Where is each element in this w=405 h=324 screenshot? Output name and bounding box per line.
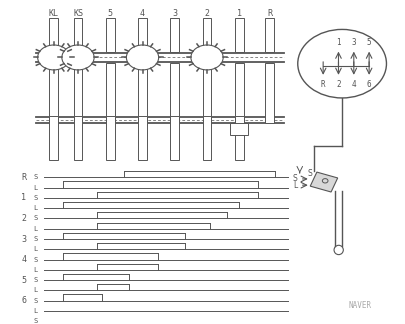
Bar — [202, 63, 211, 123]
Bar — [170, 116, 179, 160]
Bar — [49, 63, 58, 123]
Text: L: L — [34, 267, 38, 273]
Text: 1: 1 — [21, 193, 26, 202]
Bar — [264, 17, 273, 52]
Text: S: S — [34, 277, 38, 283]
Bar — [106, 63, 114, 123]
Text: L: L — [34, 226, 38, 232]
Bar — [49, 116, 58, 160]
Bar — [138, 17, 147, 52]
Text: R: R — [21, 173, 26, 182]
Text: S: S — [292, 174, 296, 183]
Text: KL: KL — [49, 9, 59, 18]
Text: 3: 3 — [351, 38, 355, 47]
Bar — [170, 63, 179, 123]
Circle shape — [126, 45, 158, 70]
Bar — [73, 116, 82, 160]
Text: 5: 5 — [366, 38, 371, 47]
Text: R: R — [320, 80, 325, 89]
Text: L: L — [34, 308, 38, 314]
Text: L: L — [34, 185, 38, 191]
Text: 4: 4 — [21, 255, 26, 264]
Bar — [202, 116, 211, 160]
Text: 5: 5 — [21, 276, 26, 285]
Bar — [49, 17, 58, 52]
Circle shape — [190, 45, 223, 70]
Text: S: S — [34, 318, 38, 324]
Text: L: L — [34, 246, 38, 252]
Bar — [170, 17, 179, 52]
Bar — [230, 123, 247, 135]
Text: 4: 4 — [351, 80, 355, 89]
Text: L: L — [34, 205, 38, 211]
Text: KS: KS — [73, 9, 83, 18]
Text: 3: 3 — [172, 9, 177, 18]
Text: 3: 3 — [21, 235, 26, 244]
Text: S: S — [34, 257, 38, 263]
Text: 6: 6 — [366, 80, 371, 89]
Text: L: L — [292, 181, 296, 190]
Text: 4: 4 — [140, 9, 145, 18]
Text: S: S — [306, 168, 311, 178]
Polygon shape — [309, 172, 337, 192]
Text: S: S — [34, 195, 38, 201]
Bar — [73, 63, 82, 123]
Text: S: S — [34, 215, 38, 222]
Text: 2: 2 — [335, 80, 340, 89]
Text: S: S — [34, 174, 38, 180]
Bar — [73, 17, 82, 52]
Bar — [138, 63, 147, 123]
Bar — [106, 116, 114, 160]
Bar — [234, 63, 243, 123]
Bar — [202, 17, 211, 52]
Circle shape — [62, 45, 94, 70]
Bar — [106, 17, 114, 52]
Text: L: L — [34, 287, 38, 294]
Text: 1: 1 — [236, 9, 241, 18]
Text: 2: 2 — [21, 214, 26, 223]
Bar — [234, 116, 243, 160]
Text: S: S — [34, 298, 38, 304]
Text: 5: 5 — [107, 9, 113, 18]
Text: S: S — [34, 236, 38, 242]
Text: 6: 6 — [21, 296, 26, 305]
Text: 2: 2 — [204, 9, 209, 18]
Text: NAVER: NAVER — [348, 301, 371, 310]
Bar — [234, 17, 243, 52]
Bar — [264, 63, 273, 123]
Text: 1: 1 — [335, 38, 340, 47]
Circle shape — [38, 45, 70, 70]
Text: R: R — [266, 9, 271, 18]
Circle shape — [297, 29, 386, 98]
Bar — [138, 116, 147, 160]
